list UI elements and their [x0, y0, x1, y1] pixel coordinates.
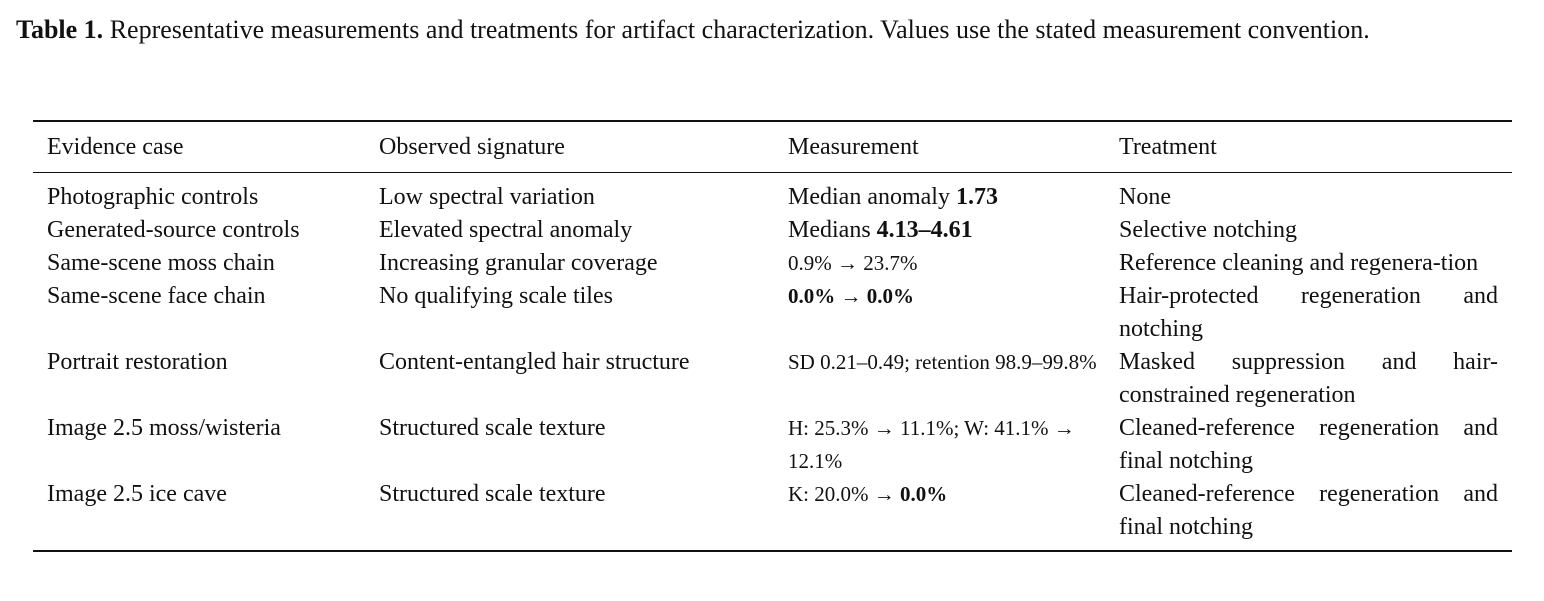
- header-row: Evidence case Observed signature Measure…: [33, 121, 1512, 173]
- measurement-text: 0.9% → 23.7%: [788, 251, 918, 275]
- cell-treatment: Reference cleaning and regenera-tion: [1119, 250, 1479, 276]
- cell-signature: Structured scale texture: [379, 415, 606, 441]
- header-measurement: Measurement: [788, 134, 919, 160]
- header-evidence-case: Evidence case: [47, 134, 184, 160]
- cell-signature: Structured scale texture: [379, 481, 606, 507]
- cell-measurement: H: 25.3% → 11.1%; W: 41.1% → 12.1%: [774, 412, 1105, 478]
- measurement-emphasis: 0.0%: [788, 284, 836, 308]
- cell-case: Same-scene face chain: [47, 283, 266, 309]
- cell-case: Image 2.5 moss/wisteria: [47, 415, 281, 441]
- cell-treatment: Cleaned-reference regeneration and final…: [1119, 481, 1498, 540]
- measurement-emphasis: 0.0%: [900, 482, 948, 506]
- cell-treatment: None: [1119, 184, 1171, 210]
- cell-signature: No qualifying scale tiles: [379, 283, 613, 309]
- header-observed-signature: Observed signature: [379, 134, 565, 160]
- measurement-text: K: 20.0% →: [788, 482, 900, 506]
- measurement-text: Median anomaly: [788, 184, 956, 210]
- table-row: Same-scene moss chain Increasing granula…: [33, 247, 1512, 280]
- measurement-text: SD 0.21–0.49; retention 98.9–99.8%: [788, 350, 1097, 374]
- cell-measurement: Medians 4.13–4.61: [774, 214, 1105, 247]
- caption-label: Table 1.: [16, 15, 104, 44]
- cell-measurement: K: 20.0% → 0.0%: [774, 478, 1105, 551]
- table-row: Image 2.5 ice cave Structured scale text…: [33, 478, 1512, 551]
- table-caption: Table 1. Representative measurements and…: [16, 12, 1528, 48]
- cell-measurement: SD 0.21–0.49; retention 98.9–99.8%: [774, 346, 1105, 412]
- measurement-emphasis: 4.13–4.61: [876, 217, 973, 243]
- cell-signature: Increasing granular coverage: [379, 250, 658, 276]
- measurement-text: →: [835, 284, 867, 308]
- cell-measurement: Median anomaly 1.73: [774, 173, 1105, 215]
- cell-case: Same-scene moss chain: [47, 250, 275, 276]
- measurement-emphasis: 0.0%: [866, 284, 914, 308]
- cell-signature: Content-entangled hair structure: [379, 349, 690, 375]
- measurement-emphasis: 1.73: [955, 184, 998, 210]
- cell-case: Image 2.5 ice cave: [47, 481, 227, 507]
- table-row: Portrait restoration Content-entangled h…: [33, 346, 1512, 412]
- cell-treatment: Masked suppression and hair-constrained …: [1119, 349, 1498, 408]
- table-row: Photographic controls Low spectral varia…: [33, 173, 1512, 215]
- cell-measurement: 0.0% → 0.0%: [774, 280, 1105, 346]
- header-treatment: Treatment: [1119, 134, 1217, 160]
- cell-treatment: Selective notching: [1119, 217, 1297, 243]
- cell-case: Portrait restoration: [47, 349, 228, 375]
- table-row: Image 2.5 moss/wisteria Structured scale…: [33, 412, 1512, 478]
- cell-treatment: Cleaned-reference regeneration and final…: [1119, 415, 1498, 474]
- caption-text: Representative measurements and treatmen…: [103, 15, 1370, 44]
- cell-treatment: Hair-protected regeneration and notching: [1119, 283, 1498, 342]
- measurement-text: Medians: [788, 217, 877, 243]
- cell-case: Photographic controls: [47, 184, 259, 210]
- cell-measurement: 0.9% → 23.7%: [774, 247, 1105, 280]
- measurement-text: H: 25.3% → 11.1%; W: 41.1% → 12.1%: [788, 416, 1075, 473]
- table-row: Generated-source controls Elevated spect…: [33, 214, 1512, 247]
- cell-signature: Low spectral variation: [379, 184, 595, 210]
- measurements-table: Evidence case Observed signature Measure…: [33, 120, 1512, 552]
- table-row: Same-scene face chain No qualifying scal…: [33, 280, 1512, 346]
- cell-case: Generated-source controls: [47, 217, 300, 243]
- cell-signature: Elevated spectral anomaly: [379, 217, 633, 243]
